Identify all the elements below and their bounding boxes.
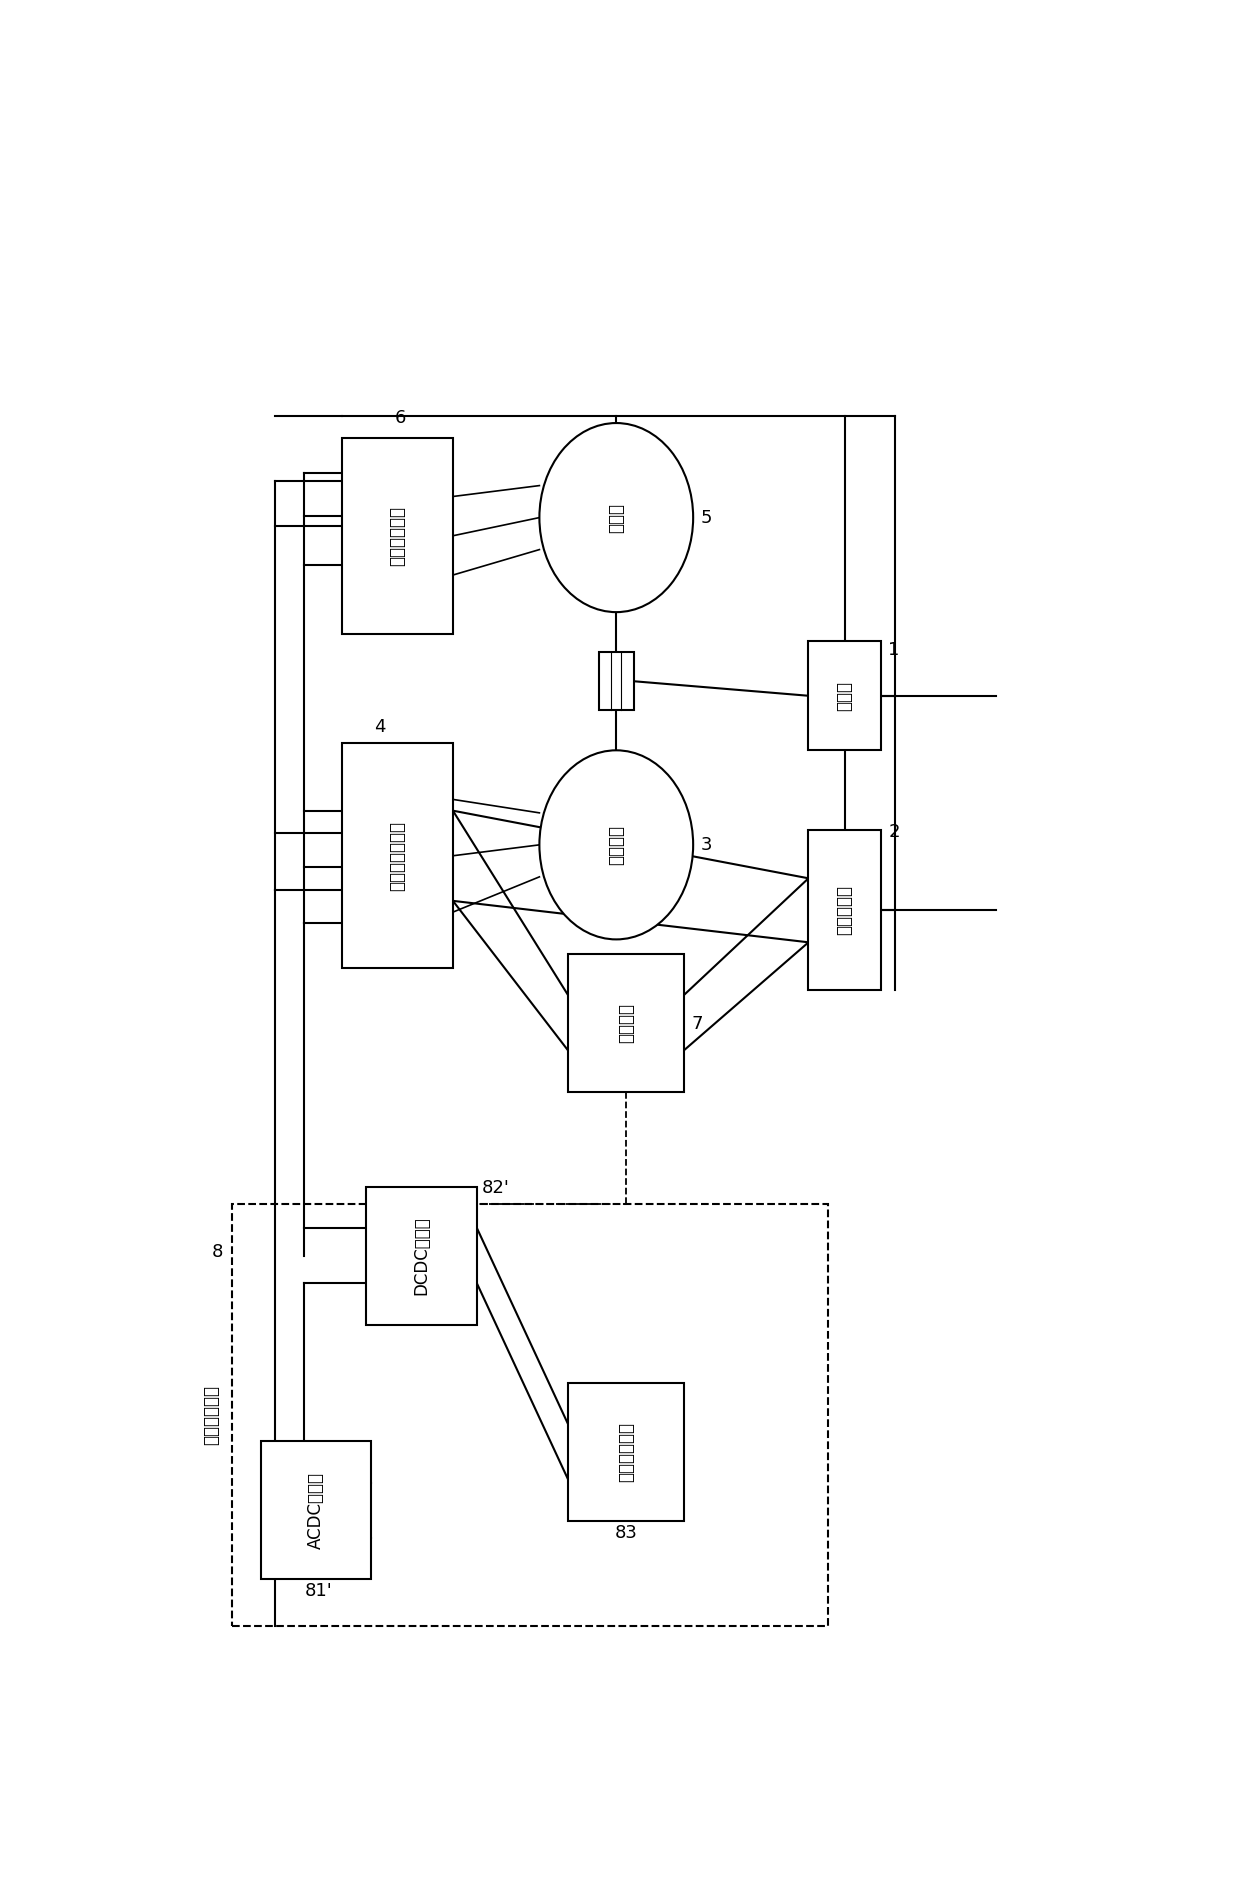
Bar — [568, 954, 683, 1092]
Bar — [808, 640, 880, 750]
Text: 81': 81' — [305, 1583, 332, 1600]
Text: 1: 1 — [888, 640, 899, 659]
Text: 整车控制器: 整车控制器 — [836, 886, 853, 935]
Bar — [260, 1441, 371, 1579]
Text: 3: 3 — [701, 835, 712, 854]
Text: ACDC整流器: ACDC整流器 — [308, 1472, 325, 1549]
Bar — [342, 742, 453, 969]
Text: 测功机控制器: 测功机控制器 — [388, 506, 407, 567]
Bar — [599, 652, 634, 710]
Text: 4: 4 — [374, 718, 386, 735]
Bar — [342, 438, 453, 635]
Text: DCDC变化器: DCDC变化器 — [413, 1217, 430, 1296]
Bar — [367, 1186, 477, 1324]
Text: 被测电机控制器: 被测电机控制器 — [388, 820, 407, 892]
Bar — [568, 1383, 683, 1521]
Text: 控制台: 控制台 — [836, 680, 853, 710]
Ellipse shape — [539, 750, 693, 939]
Text: 被测电机: 被测电机 — [608, 825, 625, 865]
Text: 7: 7 — [691, 1014, 703, 1033]
Text: 测功机: 测功机 — [608, 502, 625, 533]
Bar — [232, 1203, 828, 1626]
Text: 辅助能量单元: 辅助能量单元 — [202, 1385, 219, 1445]
Text: 6: 6 — [394, 410, 405, 427]
Text: 5: 5 — [701, 508, 712, 527]
Ellipse shape — [539, 423, 693, 612]
Text: 82': 82' — [481, 1179, 510, 1198]
Text: 8: 8 — [212, 1243, 223, 1262]
Text: 2: 2 — [888, 824, 900, 841]
Text: 83: 83 — [615, 1524, 637, 1541]
Text: 电能存储模块: 电能存储模块 — [616, 1422, 635, 1483]
Text: 动力电池: 动力电池 — [616, 1003, 635, 1043]
Bar — [808, 831, 880, 990]
